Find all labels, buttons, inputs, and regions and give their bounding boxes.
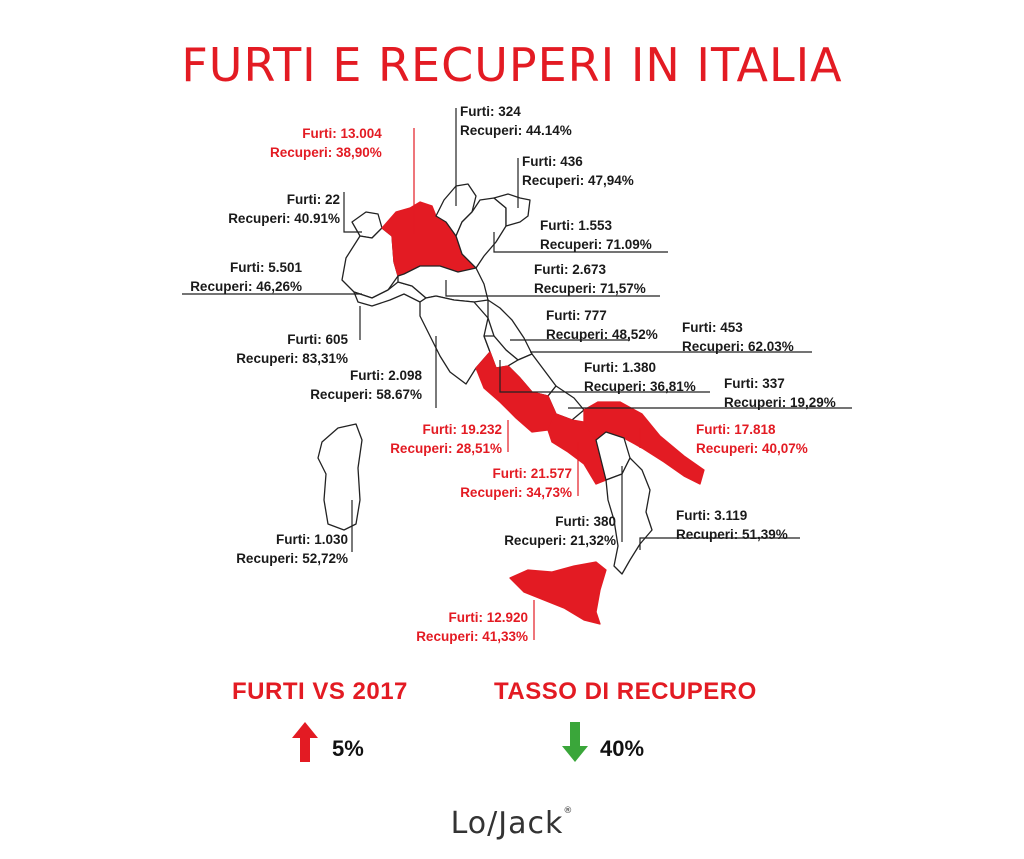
label-furti: Furti: 436 bbox=[522, 154, 583, 169]
label-furti: Furti: 19.232 bbox=[422, 422, 502, 437]
label-furti: Furti: 2.098 bbox=[349, 368, 422, 383]
label-furti: Furti: 13.004 bbox=[302, 126, 382, 141]
label-lazio: Furti: 19.232 Recuperi: 28,51% bbox=[376, 420, 502, 458]
up-arrow-icon bbox=[292, 722, 318, 762]
label-emilia: Furti: 2.673 Recuperi: 71,57% bbox=[534, 260, 646, 298]
label-furti: Furti: 21.577 bbox=[492, 466, 572, 481]
label-recuperi: Recuperi: 38,90% bbox=[270, 145, 382, 160]
logo-text: Lo/Jack bbox=[450, 806, 564, 841]
label-recuperi: Recuperi: 71.09% bbox=[540, 237, 652, 252]
label-puglia: Furti: 17.818 Recuperi: 40,07% bbox=[696, 420, 808, 458]
down-arrow-icon bbox=[562, 722, 588, 762]
label-recuperi: Recuperi: 34,73% bbox=[460, 485, 572, 500]
label-furti: Furti: 1.030 bbox=[275, 532, 348, 547]
label-friuli: Furti: 436 Recuperi: 47,94% bbox=[522, 152, 634, 190]
label-furti: Furti: 2.673 bbox=[534, 262, 607, 277]
label-recuperi: Recuperi: 28,51% bbox=[390, 441, 502, 456]
label-basilicata: Furti: 380 Recuperi: 21,32% bbox=[488, 512, 616, 550]
label-furti: Furti: 1.380 bbox=[584, 360, 657, 375]
label-recuperi: Recuperi: 41,33% bbox=[416, 629, 528, 644]
label-lombardia: Furti: 13.004 Recuperi: 38,90% bbox=[270, 124, 382, 162]
furti-value: 5% bbox=[332, 736, 364, 761]
region-trentino bbox=[435, 183, 477, 237]
label-recuperi: Recuperi: 40,07% bbox=[696, 441, 808, 456]
label-sicilia: Furti: 12.920 Recuperi: 41,33% bbox=[400, 608, 528, 646]
label-veneto: Furti: 1.553 Recuperi: 71.09% bbox=[540, 216, 652, 254]
label-recuperi: Recuperi: 58.67% bbox=[310, 387, 422, 402]
region-friuli bbox=[493, 193, 531, 227]
label-recuperi: Recuperi: 21,32% bbox=[504, 533, 616, 548]
region-veneto bbox=[455, 197, 507, 269]
leader-valle-aosta bbox=[343, 192, 362, 233]
label-piemonte: Furti: 5.501 Recuperi: 46,26% bbox=[178, 258, 302, 296]
label-furti: Furti: 22 bbox=[286, 192, 340, 207]
label-furti: Furti: 337 bbox=[724, 376, 785, 391]
label-furti: Furti: 324 bbox=[460, 104, 521, 119]
label-furti: Furti: 17.818 bbox=[696, 422, 776, 437]
lojack-logo: Lo/Jack® bbox=[0, 806, 1024, 841]
label-furti: Furti: 3.119 bbox=[676, 508, 748, 523]
label-calabria: Furti: 3.119 Recuperi: 51,39% bbox=[676, 506, 788, 544]
label-recuperi: Recuperi: 51,39% bbox=[676, 527, 788, 542]
leader-emilia bbox=[445, 280, 660, 297]
label-valle-aosta: Furti: 22 Recuperi: 40.91% bbox=[218, 190, 340, 228]
label-furti: Furti: 5.501 bbox=[229, 260, 302, 275]
label-umbria: Furti: 1.380 Recuperi: 36,81% bbox=[584, 358, 696, 396]
label-recuperi: Recuperi: 83,31% bbox=[236, 351, 348, 366]
registered-mark: ® bbox=[563, 806, 574, 816]
region-piemonte bbox=[341, 227, 399, 299]
label-recuperi: Recuperi: 52,72% bbox=[236, 551, 348, 566]
label-toscana: Furti: 2.098 Recuperi: 58.67% bbox=[300, 366, 422, 404]
label-recuperi: Recuperi: 46,26% bbox=[190, 279, 302, 294]
tasso-value: 40% bbox=[600, 736, 645, 761]
label-furti: Furti: 605 bbox=[287, 332, 348, 347]
furti-vs-2017-heading: FURTI VS 2017 bbox=[232, 678, 408, 705]
label-recuperi: Recuperi: 48,52% bbox=[546, 327, 658, 342]
tasso-recupero-heading: TASSO DI RECUPERO bbox=[494, 678, 757, 705]
label-marche: Furti: 777 Recuperi: 48,52% bbox=[546, 306, 658, 344]
label-recuperi: Recuperi: 40.91% bbox=[228, 211, 340, 226]
label-furti: Furti: 380 bbox=[555, 514, 616, 529]
label-furti: Furti: 453 bbox=[682, 320, 743, 335]
label-recuperi: Recuperi: 62.03% bbox=[682, 339, 794, 354]
label-recuperi: Recuperi: 44.14% bbox=[460, 123, 572, 138]
label-recuperi: Recuperi: 47,94% bbox=[522, 173, 634, 188]
label-campania: Furti: 21.577 Recuperi: 34,73% bbox=[444, 464, 572, 502]
label-molise: Furti: 337 Recuperi: 19,29% bbox=[724, 374, 836, 412]
label-liguria: Furti: 605 Recuperi: 83,31% bbox=[222, 330, 348, 368]
label-furti: Furti: 777 bbox=[546, 308, 607, 323]
region-sicilia bbox=[509, 561, 607, 625]
region-sardegna bbox=[317, 423, 363, 531]
leader-calabria bbox=[639, 537, 800, 550]
leader-umbria bbox=[499, 360, 710, 393]
leader-veneto bbox=[493, 232, 668, 253]
label-recuperi: Recuperi: 19,29% bbox=[724, 395, 836, 410]
label-abruzzo: Furti: 453 Recuperi: 62.03% bbox=[682, 318, 794, 356]
label-sardegna: Furti: 1.030 Recuperi: 52,72% bbox=[220, 530, 348, 568]
label-recuperi: Recuperi: 36,81% bbox=[584, 379, 696, 394]
page-title: FURTI E RECUPERI IN ITALIA bbox=[181, 38, 843, 92]
label-furti: Furti: 1.553 bbox=[540, 218, 613, 233]
label-trentino: Furti: 324 Recuperi: 44.14% bbox=[460, 102, 572, 140]
label-furti: Furti: 12.920 bbox=[448, 610, 528, 625]
label-recuperi: Recuperi: 71,57% bbox=[534, 281, 646, 296]
